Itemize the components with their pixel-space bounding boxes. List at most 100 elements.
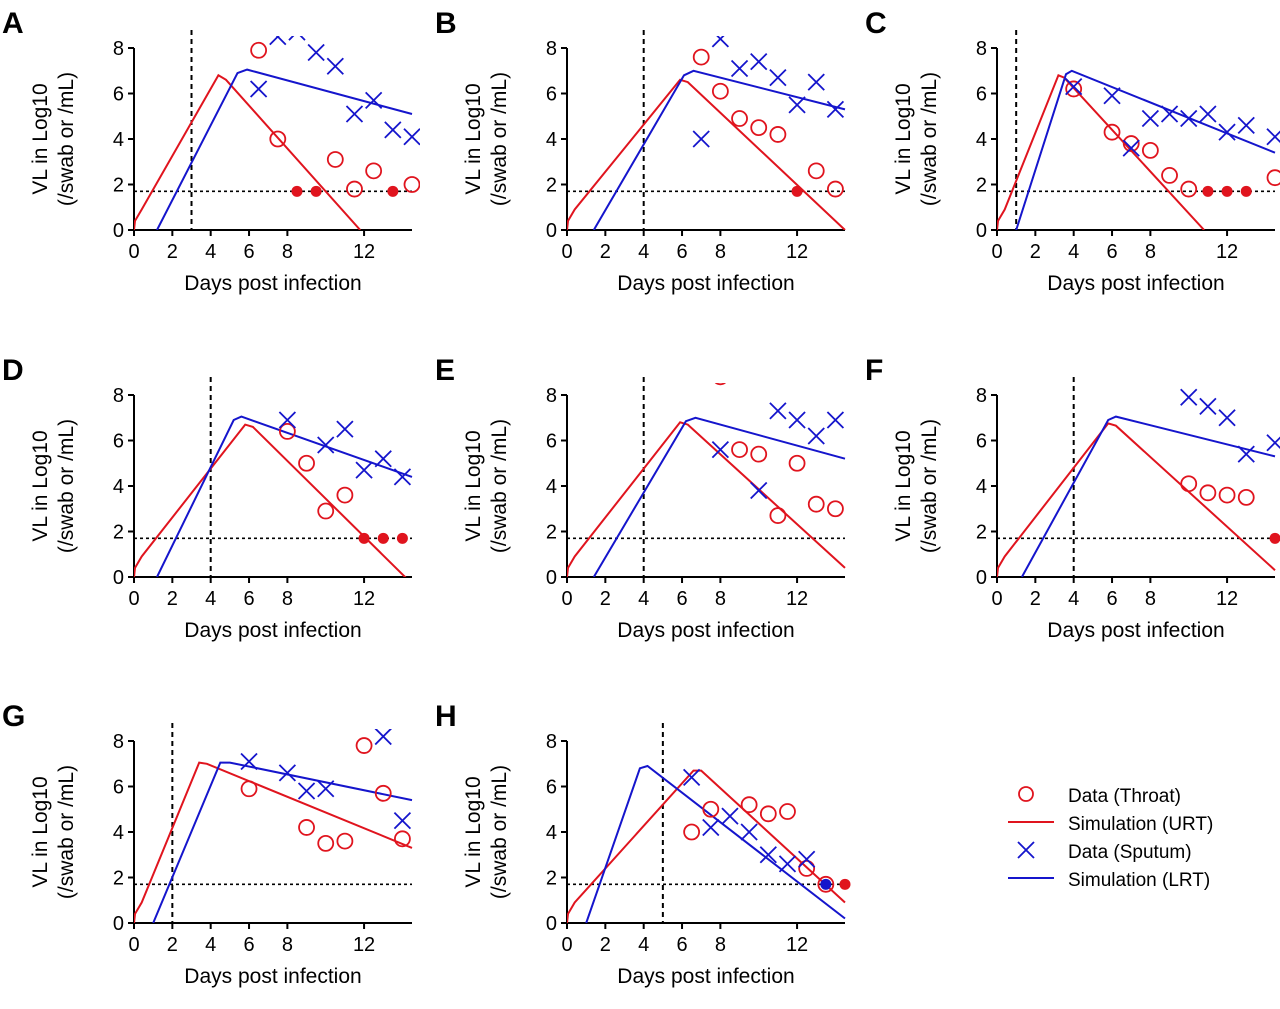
throat-data-point (1180, 180, 1198, 198)
throat-data-point (1065, 80, 1083, 98)
x-tick-label: 8 (715, 241, 726, 263)
y-tick-label: 8 (546, 385, 557, 407)
throat-data-point (817, 875, 835, 893)
legend-cross-icon (1017, 841, 1035, 859)
below-detection-point (1202, 185, 1214, 197)
below-detection-point (396, 532, 408, 544)
x-axis-label: Days post infection (1047, 272, 1224, 295)
y-axis-label-line2: (/swab or /mL) (488, 765, 511, 899)
x-tick-label: 6 (1106, 241, 1117, 263)
sputum-data-point (307, 43, 325, 62)
y-tick-label: 6 (546, 431, 557, 453)
x-tick-label: 8 (715, 588, 726, 610)
y-tick-label: 8 (976, 385, 987, 407)
x-tick-label: 0 (561, 588, 572, 610)
sputum-data-point (1266, 128, 1280, 146)
sputum-data-point (730, 59, 749, 78)
x-tick-label: 8 (282, 241, 293, 263)
sputum-data-point (711, 36, 730, 48)
x-tick-label: 6 (676, 588, 687, 610)
y-axis-label-line1: VL in Log10 (29, 776, 52, 887)
y-tick-label: 2 (976, 522, 987, 544)
throat-data-point (403, 176, 420, 193)
throat-data-point (769, 126, 787, 143)
legend: Data (Throat) Simulation (URT) Data (Spu… (1008, 786, 1213, 891)
x-tick-label: 12 (786, 934, 808, 956)
y-tick-label: 4 (113, 476, 124, 498)
x-tick-label: 12 (1216, 588, 1238, 610)
throat-data-point (702, 800, 720, 818)
y-tick-label: 0 (113, 220, 124, 242)
x-tick-label: 8 (715, 934, 726, 956)
y-tick-label: 8 (546, 38, 557, 60)
x-axis-label: Days post infection (1047, 619, 1224, 642)
x-tick-label: 8 (1145, 241, 1156, 263)
y-tick-label: 4 (546, 822, 557, 844)
x-tick-label: 2 (167, 588, 178, 610)
x-tick-label: 0 (991, 241, 1002, 263)
y-axis-label-line1: VL in Log10 (892, 83, 915, 194)
sputum-data-point (269, 36, 287, 46)
throat-data-point (779, 803, 796, 820)
plot-area (567, 383, 846, 577)
sputum-data-point (1199, 397, 1217, 416)
x-tick-label: 12 (353, 934, 375, 956)
throat-data-point (355, 737, 373, 754)
sputum-data-point (750, 53, 768, 71)
x-tick-label: 4 (638, 588, 649, 610)
sputum-data-point (345, 105, 364, 123)
throat-data-point (1237, 488, 1255, 506)
x-tick-label: 6 (243, 241, 254, 263)
throat-data-point (1199, 484, 1217, 502)
throat-data-point (1161, 166, 1178, 184)
y-tick-label: 0 (976, 220, 987, 242)
x-tick-label: 8 (282, 934, 293, 956)
y-tick-label: 4 (976, 476, 987, 498)
throat-data-point (1218, 486, 1236, 504)
panel-label: F (865, 354, 883, 387)
throat-data-point (1266, 169, 1280, 187)
sputum-data-point (1199, 105, 1217, 123)
throat-data-point (394, 830, 411, 848)
x-tick-label: 4 (205, 934, 216, 956)
plot-area (997, 69, 1280, 230)
y-axis-label-line2: (/swab or /mL) (918, 72, 941, 206)
sputum-data-point (1237, 445, 1255, 463)
legend-label: Simulation (URT) (1068, 814, 1213, 835)
simulation-urt-line (134, 761, 413, 923)
x-tick-label: 12 (353, 588, 375, 610)
below-detection-point (291, 185, 303, 197)
panels: A 0 2 4 6 8 0 2 4 6 8 12 Days post infection VL in Lo… (2, 7, 1280, 988)
y-tick-label: 8 (546, 731, 557, 753)
simulation-lrt-line (156, 68, 413, 230)
simulation-urt-line (567, 78, 846, 230)
y-tick-label: 0 (546, 567, 557, 589)
y-tick-label: 0 (113, 913, 124, 935)
y-tick-label: 6 (546, 84, 557, 106)
legend-item-sputum-data: Data (Sputum) (1017, 841, 1192, 863)
x-tick-label: 6 (243, 588, 254, 610)
sputum-data-point (807, 73, 825, 91)
panel-c: C 0 2 4 6 8 0 2 4 6 8 12 Days post infection VL in Lo… (865, 7, 1280, 295)
x-tick-label: 0 (991, 588, 1002, 610)
y-tick-label: 0 (113, 567, 124, 589)
y-tick-label: 8 (976, 38, 987, 60)
y-tick-label: 4 (113, 129, 124, 151)
throat-data-point (326, 151, 344, 168)
throat-data-point (798, 860, 816, 877)
throat-data-point (740, 796, 758, 814)
simulation-lrt-line (156, 415, 413, 577)
simulation-lrt-line (1015, 69, 1276, 230)
sputum-data-point (778, 855, 797, 873)
sputum-data-point (788, 96, 806, 114)
x-axis-label: Days post infection (184, 619, 361, 642)
sputum-data-point (1218, 123, 1236, 141)
x-tick-label: 2 (600, 934, 611, 956)
throat-data-point (827, 500, 844, 518)
y-tick-label: 2 (546, 522, 557, 544)
y-tick-label: 6 (113, 84, 124, 106)
throat-data-point (250, 41, 268, 59)
x-tick-label: 2 (600, 588, 611, 610)
sputum-data-point (769, 402, 787, 420)
below-detection-point (1221, 185, 1233, 197)
